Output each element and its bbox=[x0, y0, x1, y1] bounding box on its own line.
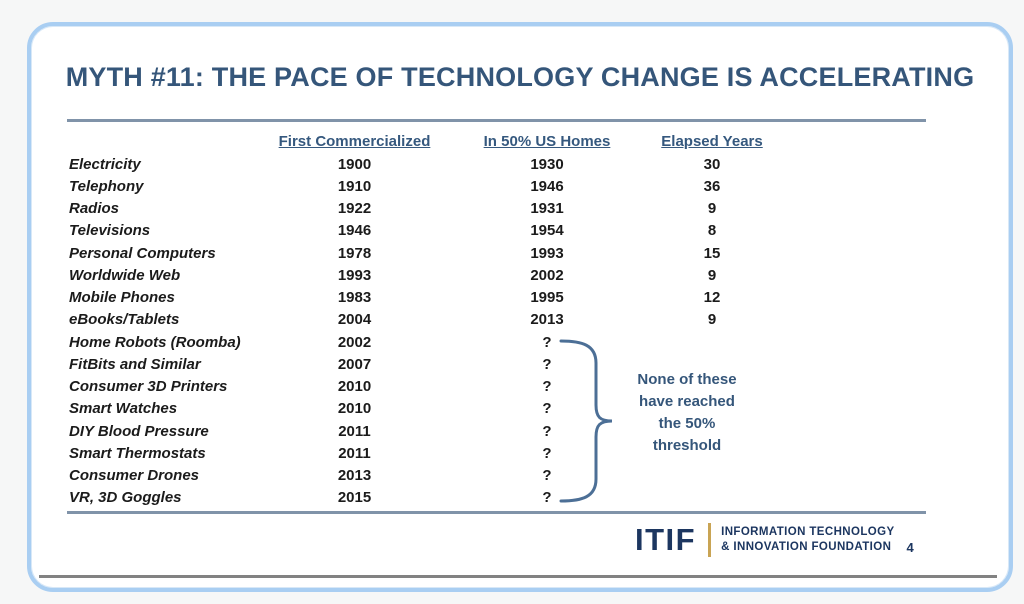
row-label: Consumer 3D Printers bbox=[69, 378, 228, 396]
row-label: Smart Thermostats bbox=[69, 444, 206, 462]
row-first-commercialized: 1922 bbox=[337, 200, 372, 218]
header-first-commercialized: First Commercialized bbox=[278, 133, 431, 150]
row-first-commercialized: 2002 bbox=[337, 333, 372, 351]
row-in-50-percent-homes: ? bbox=[542, 333, 552, 351]
table-body: Electricity 1900 1930 30 Telephony 1910 1946 36… bbox=[67, 153, 802, 509]
row-elapsed-years: 9 bbox=[707, 311, 717, 329]
row-first-commercialized: 2013 bbox=[337, 467, 372, 485]
table-row: Smart Watches 2010? bbox=[67, 398, 802, 420]
page-number: 4 bbox=[906, 540, 914, 555]
row-label: DIY Blood Pressure bbox=[69, 422, 209, 440]
row-label: Personal Computers bbox=[69, 244, 216, 262]
row-elapsed-years: 36 bbox=[703, 177, 721, 195]
row-in-50-percent-homes: 1995 bbox=[530, 289, 564, 307]
itif-logo: ITIF INFORMATION TECHNOLOGY & INNOVATION… bbox=[635, 522, 914, 558]
itif-logo-acronym: ITIF bbox=[635, 522, 697, 557]
row-in-50-percent-homes: 2013 bbox=[530, 311, 564, 329]
table-header-row: First Commercialized In 50% US Homes Ela… bbox=[67, 130, 802, 153]
table-row: Electricity 1900 1930 30 bbox=[67, 153, 802, 175]
grouping-brace bbox=[559, 339, 613, 503]
row-first-commercialized: 2010 bbox=[337, 400, 372, 418]
row-in-50-percent-homes: ? bbox=[542, 378, 552, 396]
row-first-commercialized: 2015 bbox=[337, 489, 372, 507]
row-label: Consumer Drones bbox=[69, 467, 200, 485]
table-row: Worldwide Web 1993 2002 9 bbox=[67, 264, 802, 286]
row-in-50-percent-homes: 1946 bbox=[530, 177, 564, 195]
row-elapsed-years: 15 bbox=[703, 244, 721, 262]
row-label: eBooks/Tablets bbox=[69, 311, 180, 329]
table-row: Mobile Phones 1983 1995 12 bbox=[67, 287, 802, 309]
table-bottom-line bbox=[67, 511, 926, 514]
table-row: Consumer Drones 2013? bbox=[67, 465, 802, 487]
slide-title: MYTH #11: THE PACE OF TECHNOLOGY CHANGE … bbox=[65, 62, 975, 92]
itif-logo-line2: & INNOVATION FOUNDATION bbox=[721, 541, 892, 553]
row-in-50-percent-homes: ? bbox=[542, 467, 552, 485]
table-row: Personal Computers 1978 1993 15 bbox=[67, 242, 802, 264]
row-label: Electricity bbox=[69, 155, 141, 173]
row-first-commercialized: 1978 bbox=[337, 244, 372, 262]
row-first-commercialized: 2007 bbox=[337, 355, 372, 373]
row-label: Worldwide Web bbox=[69, 266, 181, 284]
row-first-commercialized: 1983 bbox=[337, 289, 372, 307]
slide-card: MYTH #11: THE PACE OF TECHNOLOGY CHANGE … bbox=[27, 22, 1013, 592]
itif-logo-text: INFORMATION TECHNOLOGY & INNOVATION FOUN… bbox=[721, 525, 894, 555]
title-divider-line bbox=[67, 119, 926, 122]
row-elapsed-years: 8 bbox=[707, 222, 717, 240]
row-label: FitBits and Similar bbox=[69, 355, 201, 373]
row-in-50-percent-homes: ? bbox=[542, 400, 552, 418]
header-in-50-percent-us-homes: In 50% US Homes bbox=[483, 133, 611, 150]
row-first-commercialized: 1910 bbox=[337, 177, 372, 195]
table-row: eBooks/Tablets 2004 2013 9 bbox=[67, 309, 802, 331]
table-row: Radios 1922 1931 9 bbox=[67, 198, 802, 220]
row-in-50-percent-homes: ? bbox=[542, 355, 552, 373]
row-in-50-percent-homes: 2002 bbox=[530, 266, 564, 284]
footer-line bbox=[39, 575, 997, 578]
row-in-50-percent-homes: ? bbox=[542, 444, 552, 462]
row-in-50-percent-homes: ? bbox=[542, 489, 552, 507]
annotation-none-reached-threshold: None of these have reached the 50% thres… bbox=[637, 371, 737, 454]
row-elapsed-years: 9 bbox=[707, 200, 717, 218]
row-first-commercialized: 2011 bbox=[338, 422, 371, 440]
row-label: Home Robots (Roomba) bbox=[69, 333, 241, 351]
row-in-50-percent-homes: 1993 bbox=[530, 244, 564, 262]
row-elapsed-years: 12 bbox=[703, 289, 721, 307]
itif-logo-line1: INFORMATION TECHNOLOGY bbox=[721, 526, 895, 538]
row-label: Smart Watches bbox=[69, 400, 178, 418]
row-first-commercialized: 1900 bbox=[337, 155, 372, 173]
row-elapsed-years: 9 bbox=[707, 266, 717, 284]
row-label: Mobile Phones bbox=[69, 289, 175, 307]
table-row: Home Robots (Roomba) 2002? bbox=[67, 331, 802, 353]
table-row: VR, 3D Goggles 2015? bbox=[67, 487, 802, 509]
itif-logo-gold-bar bbox=[708, 523, 712, 557]
row-label: Televisions bbox=[69, 222, 151, 240]
row-in-50-percent-homes: ? bbox=[542, 422, 552, 440]
table-row: FitBits and Similar 2007? bbox=[67, 353, 802, 375]
row-first-commercialized: 2011 bbox=[338, 444, 371, 462]
header-elapsed-years: Elapsed Years bbox=[661, 133, 763, 150]
row-first-commercialized: 2010 bbox=[337, 378, 372, 396]
row-in-50-percent-homes: 1954 bbox=[530, 222, 564, 240]
row-in-50-percent-homes: 1930 bbox=[530, 155, 564, 173]
row-first-commercialized: 1993 bbox=[337, 266, 372, 284]
table-row: Consumer 3D Printers 2010? bbox=[67, 376, 802, 398]
table-row: Smart Thermostats 2011? bbox=[67, 442, 802, 464]
row-label: Telephony bbox=[69, 177, 144, 195]
row-first-commercialized: 1946 bbox=[337, 222, 372, 240]
row-label: Radios bbox=[69, 200, 120, 218]
row-label: VR, 3D Goggles bbox=[69, 489, 182, 507]
technology-adoption-table: First Commercialized In 50% US Homes Ela… bbox=[67, 130, 802, 509]
row-first-commercialized: 2004 bbox=[337, 311, 372, 329]
row-elapsed-years: 30 bbox=[703, 155, 721, 173]
table-row: DIY Blood Pressure 2011? bbox=[67, 420, 802, 442]
table-row: Telephony 1910 1946 36 bbox=[67, 175, 802, 197]
table-row: Televisions 1946 1954 8 bbox=[67, 220, 802, 242]
row-in-50-percent-homes: 1931 bbox=[530, 200, 564, 218]
